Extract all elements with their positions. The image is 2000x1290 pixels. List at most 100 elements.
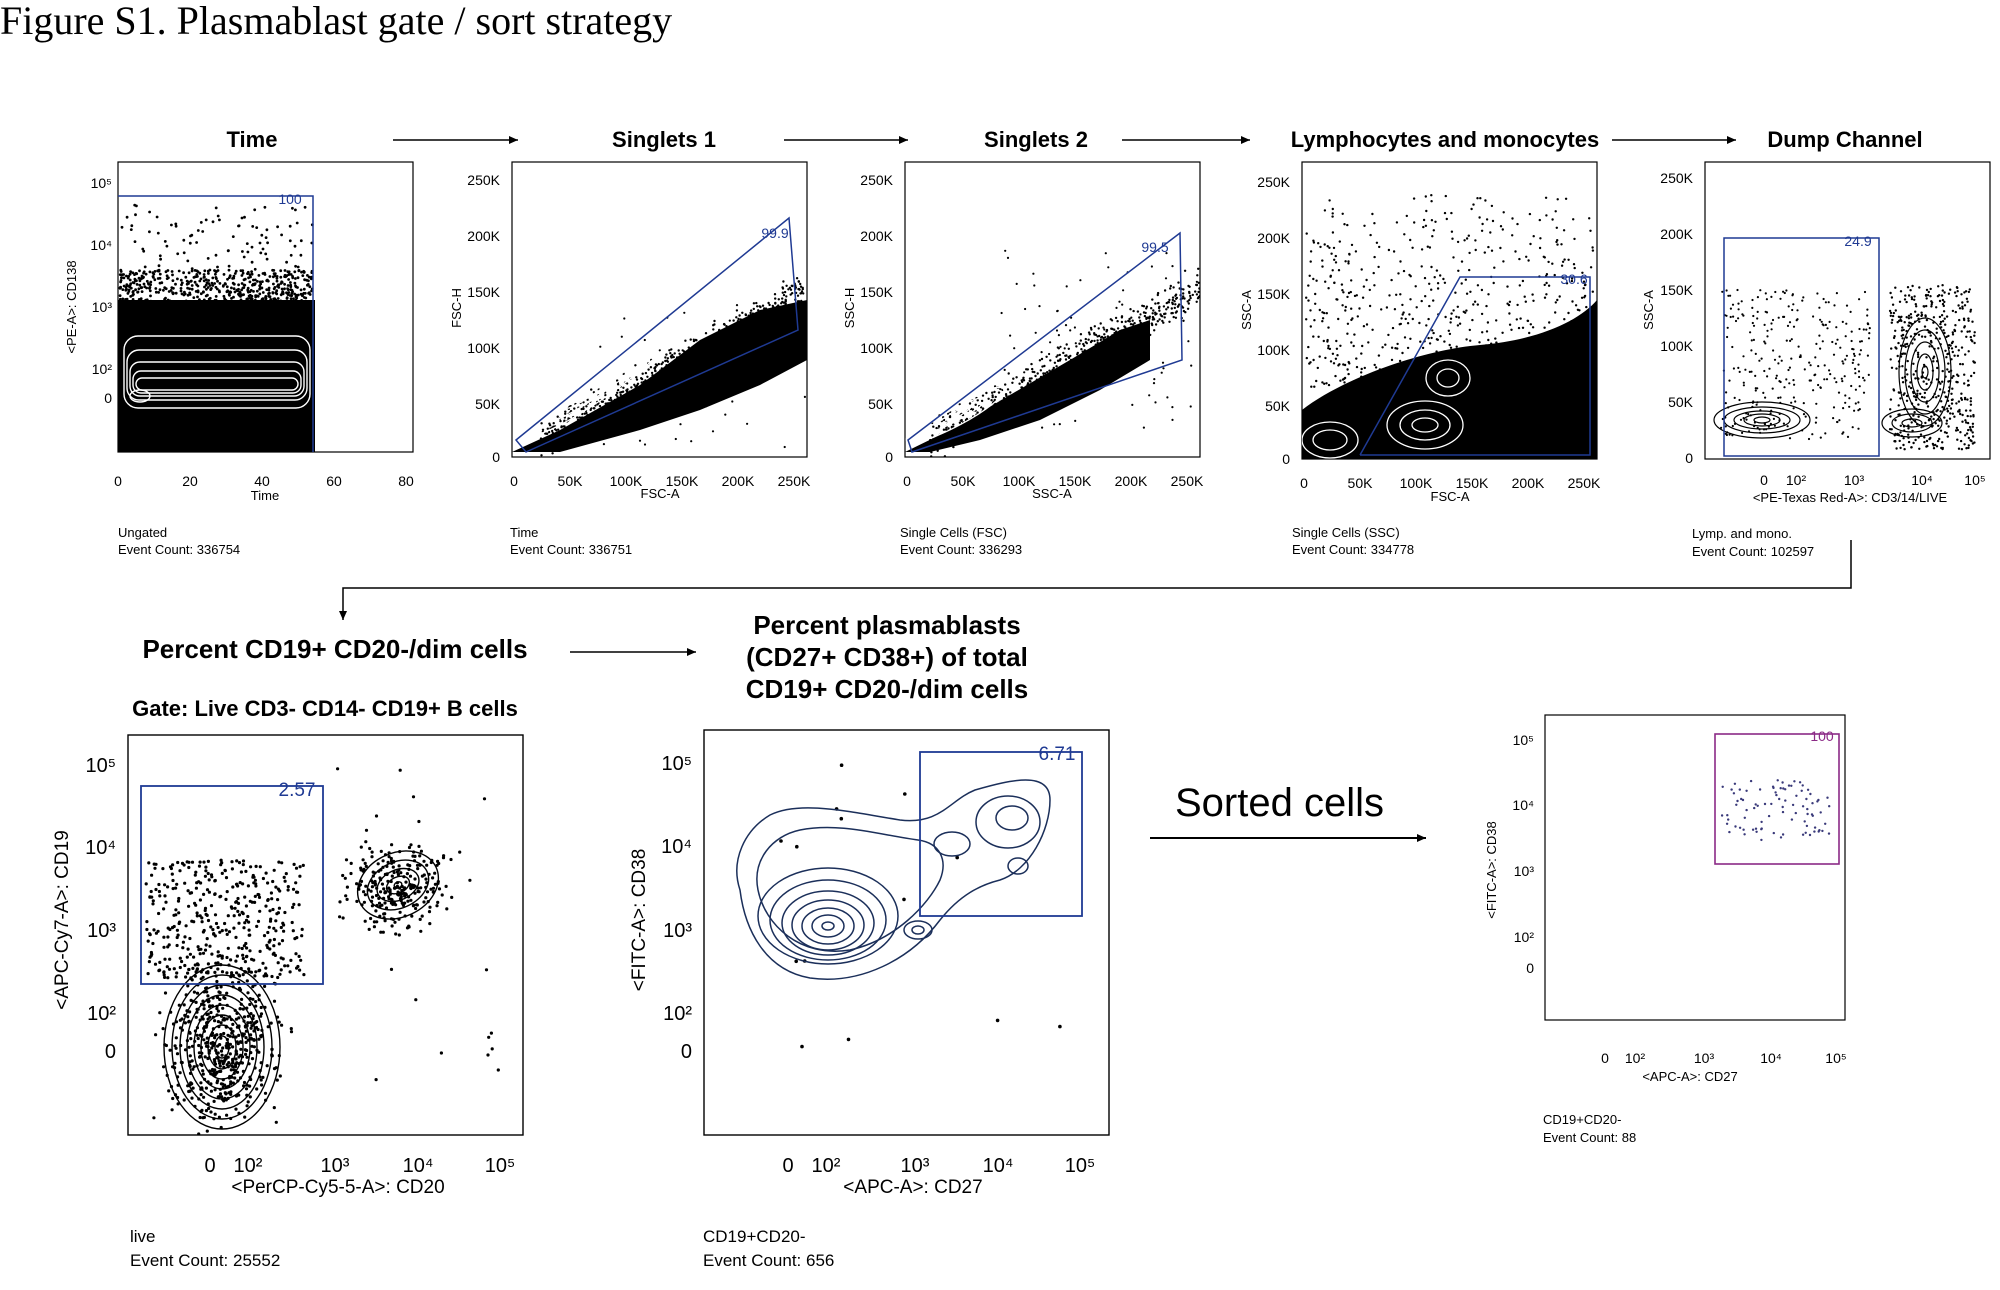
event-dot — [1554, 311, 1557, 314]
event-dot — [1386, 391, 1390, 394]
event-dot — [241, 250, 244, 253]
event-dot — [750, 309, 753, 312]
event-dot — [164, 302, 168, 305]
event-dot — [1443, 397, 1447, 401]
event-dot — [265, 943, 269, 948]
event-dot — [1341, 378, 1345, 381]
event-dot — [735, 316, 738, 319]
event-dot — [1378, 368, 1382, 371]
event-dot — [661, 375, 664, 378]
event-dot — [121, 288, 125, 291]
event-dot — [1960, 346, 1964, 349]
event-dot — [551, 431, 554, 435]
event-dot — [265, 257, 269, 261]
event-dot — [1859, 340, 1862, 343]
event-dot — [1195, 300, 1198, 303]
event-dot — [1915, 328, 1919, 331]
event-dot — [256, 280, 259, 283]
event-dot — [1897, 315, 1901, 318]
event-dot — [120, 225, 124, 229]
event-dot — [163, 991, 168, 995]
event-dot — [1959, 431, 1962, 434]
event-dot — [209, 904, 214, 908]
event-dot — [1912, 441, 1915, 445]
event-dot — [1331, 431, 1334, 434]
event-dot — [249, 1021, 253, 1025]
event-dot — [933, 447, 936, 450]
event-dot — [231, 885, 235, 889]
event-dot — [1086, 349, 1089, 353]
event-dot — [1728, 379, 1731, 382]
event-dot — [613, 398, 617, 402]
event-dot — [206, 269, 210, 273]
event-dot — [1917, 403, 1920, 406]
event-dot — [1359, 404, 1363, 407]
event-dot — [214, 253, 218, 257]
event-dot — [226, 289, 230, 293]
event-dot — [224, 282, 227, 286]
event-dot — [193, 873, 197, 877]
event-dot — [242, 286, 246, 289]
event-dot — [1563, 345, 1566, 349]
event-dot — [799, 285, 803, 288]
event-dot — [215, 979, 219, 984]
event-dot — [1444, 194, 1448, 198]
event-dot — [987, 397, 990, 400]
event-dot — [1174, 311, 1178, 314]
event-dot — [1558, 401, 1561, 404]
event-dot — [689, 350, 692, 353]
event-dot — [1963, 373, 1966, 376]
event-dot — [1932, 360, 1935, 363]
event-dot — [1045, 355, 1048, 358]
event-dot — [222, 294, 226, 298]
event-dot — [220, 970, 225, 974]
event-dot — [1819, 436, 1822, 439]
event-dot — [988, 411, 992, 414]
event-dot — [1562, 351, 1566, 355]
event-dot — [435, 904, 439, 908]
event-dot — [213, 1112, 217, 1116]
event-dot — [1493, 266, 1496, 269]
event-dot — [187, 1019, 191, 1023]
event-dot — [1377, 397, 1380, 400]
event-dot — [188, 936, 192, 941]
event-dot — [1917, 313, 1920, 316]
event-dot — [1583, 436, 1586, 439]
event-dot — [1427, 336, 1430, 340]
event-dot — [1971, 435, 1975, 438]
panel-title: Lymphocytes and monocytes — [1291, 127, 1599, 152]
event-dot — [1090, 358, 1094, 361]
event-dot — [229, 905, 233, 909]
event-dot — [219, 1021, 223, 1025]
event-dot — [779, 839, 783, 843]
event-dot — [242, 926, 246, 930]
event-dot — [1908, 321, 1911, 324]
event-dot — [237, 293, 241, 297]
event-dot — [359, 845, 363, 849]
event-dot — [1543, 296, 1547, 299]
footer-gate: Single Cells (SSC) — [1292, 525, 1400, 540]
event-dot — [203, 1055, 207, 1059]
event-dot — [751, 322, 755, 325]
event-dot — [196, 1036, 200, 1041]
event-dot — [1473, 409, 1477, 413]
event-dot — [264, 252, 268, 256]
event-dot — [1956, 438, 1959, 441]
event-dot — [291, 887, 296, 891]
event-dot — [1866, 322, 1869, 326]
event-dot — [1056, 359, 1060, 362]
event-dot — [681, 371, 684, 374]
x-tick: 100K — [1400, 475, 1433, 491]
event-dot — [1114, 344, 1117, 347]
event-dot — [163, 975, 167, 980]
event-dot — [781, 291, 784, 294]
event-dot — [1077, 380, 1081, 383]
event-dot — [1791, 294, 1794, 297]
event-dot — [1930, 301, 1934, 304]
x-axis-label: SSC-A — [1032, 486, 1072, 501]
x-tick: 0 — [114, 473, 122, 489]
event-dot — [1174, 303, 1177, 306]
event-dot — [1150, 265, 1153, 268]
event-dot — [1891, 314, 1895, 318]
event-dot — [1889, 314, 1893, 317]
